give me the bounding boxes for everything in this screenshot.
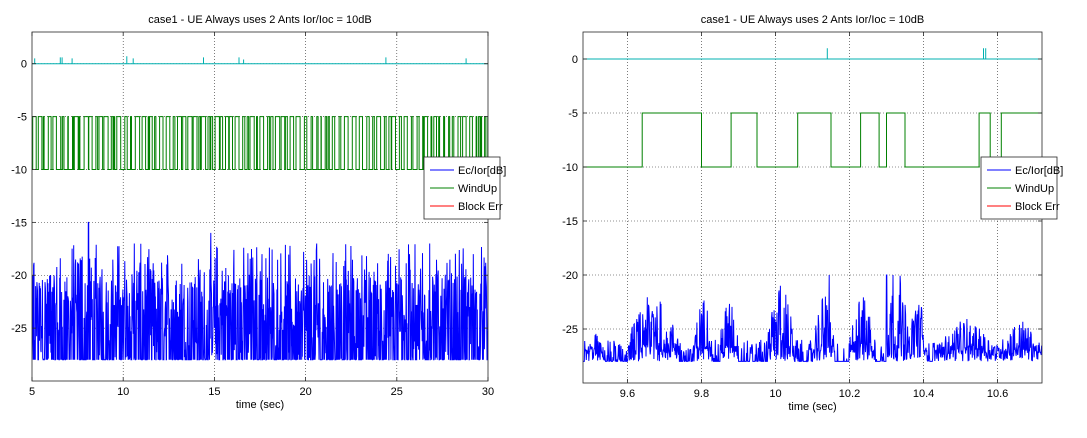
legend-label: Block Err — [1015, 201, 1060, 213]
x-tick-label: 10 — [117, 386, 129, 398]
x-tick-label: 15 — [208, 386, 220, 398]
legend-label: Ec/Ior[dB] — [458, 165, 506, 177]
y-tick-label: -25 — [11, 323, 27, 335]
y-axis: 0 -5 -10 -15 -20 -25 — [562, 54, 1042, 336]
x-tick-label: 10.6 — [987, 388, 1008, 400]
legend-label: Ec/Ior[dB] — [1015, 165, 1063, 177]
series-group — [583, 48, 1042, 363]
y-tick-label: -15 — [11, 217, 27, 229]
legend-label: Block Err — [458, 201, 503, 213]
y-tick-label: -5 — [17, 112, 27, 124]
x-axis: 5 10 15 20 25 30 — [29, 32, 494, 398]
legend: Ec/Ior[dB] WindUp Block Err — [980, 156, 1063, 220]
y-axis: 0 -5 -10 -15 -20 -25 — [11, 59, 488, 335]
y-tick-label: 0 — [572, 54, 578, 66]
x-tick-label: 25 — [391, 386, 403, 398]
x-tick-label: 30 — [482, 386, 494, 398]
x-tick-label: 10 — [769, 388, 781, 400]
series-ec-ior-db — [32, 221, 488, 362]
y-tick-label: -10 — [562, 162, 578, 174]
x-tick-label: 20 — [299, 386, 311, 398]
series-ec-ior-db — [583, 274, 1042, 363]
series-cyan-markers — [32, 56, 488, 65]
x-axis-label: time (sec) — [788, 401, 836, 413]
y-tick-label: -10 — [11, 164, 27, 176]
series-windup — [583, 112, 1042, 168]
chart-panel-1: 5 10 15 20 25 30 0 -5 -10 -15 -20 -25 case1 - UE Alw… — [11, 14, 494, 411]
series-cyan-markers — [583, 48, 1042, 60]
legend: Ec/Ior[dB] WindUp Block Err — [423, 156, 506, 220]
x-axis-label: time (sec) — [236, 399, 284, 411]
chart-title: case1 - UE Always uses 2 Ants Ior/Ioc = … — [701, 14, 924, 26]
legend-label: WindUp — [1015, 183, 1054, 195]
legend-label: WindUp — [458, 183, 497, 195]
y-tick-label: -25 — [562, 324, 578, 336]
y-tick-label: -20 — [562, 270, 578, 282]
series-windup — [32, 116, 488, 170]
x-tick-label: 9.6 — [620, 388, 635, 400]
x-axis: 9.6 9.8 10 10.2 10.4 10.6 — [620, 32, 1008, 400]
y-tick-label: -5 — [568, 108, 578, 120]
x-tick-label: 10.2 — [839, 388, 860, 400]
series-group — [32, 56, 488, 362]
y-tick-label: 0 — [21, 59, 27, 71]
x-tick-label: 9.8 — [694, 388, 709, 400]
x-tick-label: 10.4 — [913, 388, 934, 400]
chart-title: case1 - UE Always uses 2 Ants Ior/Ioc = … — [148, 14, 371, 26]
y-tick-label: -20 — [11, 270, 27, 282]
chart-panel-2: 9.6 9.8 10 10.2 10.4 10.6 0 -5 -10 -15 -20 -25 case1… — [562, 14, 1043, 413]
y-tick-label: -15 — [562, 216, 578, 228]
x-tick-label: 5 — [29, 386, 35, 398]
